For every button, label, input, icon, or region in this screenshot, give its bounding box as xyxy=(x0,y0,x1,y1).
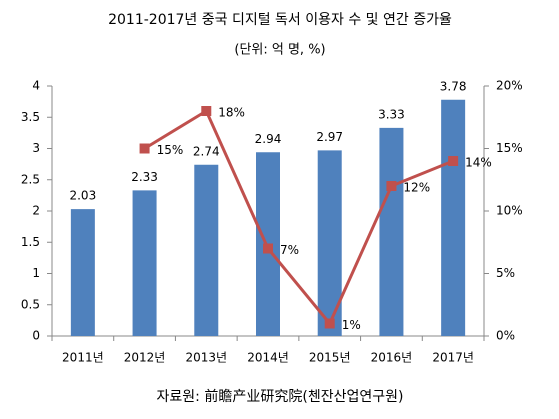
line-value-label: 1% xyxy=(342,318,361,332)
chart-title: 2011-2017년 중국 디지털 독서 이용자 수 및 연간 증가율 xyxy=(108,12,452,28)
line-marker xyxy=(263,243,273,254)
line-marker xyxy=(139,143,150,154)
y2-tick-label: 20% xyxy=(496,79,523,93)
line xyxy=(143,108,454,327)
bar-value-label: 2.74 xyxy=(193,144,220,158)
line-value-label: 18% xyxy=(218,106,245,120)
line-value-label: 15% xyxy=(157,143,184,157)
y2-tick-label: 0% xyxy=(496,329,515,343)
x-tick-label: 2016년 xyxy=(371,351,413,365)
bar-value-label: 2.97 xyxy=(316,130,343,144)
y-tick-label: 0 xyxy=(32,329,40,343)
line-value-label: 12% xyxy=(403,181,430,195)
bar xyxy=(70,209,95,336)
bar-value-label: 2.33 xyxy=(131,170,158,184)
line-marker xyxy=(324,318,335,329)
bar xyxy=(132,190,157,336)
line-marker xyxy=(201,106,212,116)
x-tick-label: 2014년 xyxy=(247,351,289,365)
line-marker xyxy=(448,156,459,166)
x-tick-label: 2015년 xyxy=(309,351,351,365)
bar-value-label: 3.78 xyxy=(440,79,467,93)
x-tick-label: 2012년 xyxy=(124,351,166,365)
bar xyxy=(441,99,466,336)
y-tick-label: 2 xyxy=(32,204,40,218)
x-tick-label: 2011년 xyxy=(62,351,104,365)
y-tick-label: 1.5 xyxy=(21,235,40,249)
y-tick-label: 2.5 xyxy=(21,172,40,186)
line-marker xyxy=(386,181,397,191)
chart-subtitle: (단위: 억 명, %) xyxy=(234,43,325,58)
y-tick-label: 3 xyxy=(32,141,40,155)
line-value-label: 14% xyxy=(465,156,492,170)
y2-tick-label: 5% xyxy=(496,266,515,280)
bar xyxy=(379,127,404,336)
source-note: 자료원: 前瞻产业研究院(첸잔산업연구원) xyxy=(157,388,404,405)
y-tick-label: 1 xyxy=(32,266,40,280)
y-tick-label: 0.5 xyxy=(21,297,40,311)
bar xyxy=(194,164,219,336)
line-value-label: 7% xyxy=(280,243,299,257)
y2-tick-label: 10% xyxy=(496,204,523,218)
y2-tick-label: 15% xyxy=(496,141,523,155)
bar-value-label: 3.33 xyxy=(378,107,405,121)
x-tick-label: 2017년 xyxy=(432,351,474,365)
y-tick-label: 3.5 xyxy=(21,110,40,124)
bar-value-label: 2.94 xyxy=(255,132,282,146)
bar-value-label: 2.03 xyxy=(69,189,96,203)
y-tick-label: 4 xyxy=(32,79,40,93)
x-tick-label: 2013년 xyxy=(185,351,227,365)
